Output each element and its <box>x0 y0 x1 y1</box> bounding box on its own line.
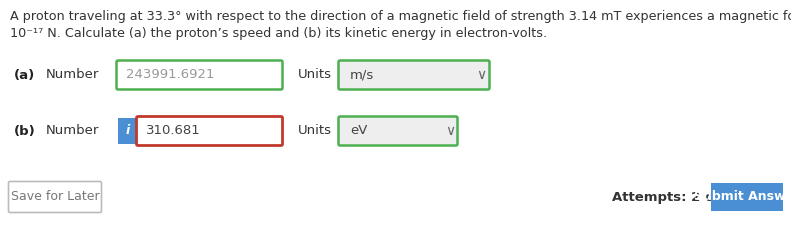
Text: Attempts: 2 of 3 used: Attempts: 2 of 3 used <box>612 191 774 204</box>
Text: 310.681: 310.681 <box>146 124 201 137</box>
FancyBboxPatch shape <box>137 117 282 146</box>
Text: Units: Units <box>298 68 332 82</box>
Text: Save for Later: Save for Later <box>11 191 100 204</box>
Text: m/s: m/s <box>350 68 374 82</box>
FancyBboxPatch shape <box>339 117 457 146</box>
Text: 243991.6921: 243991.6921 <box>126 68 214 82</box>
Text: Number: Number <box>46 68 100 82</box>
Text: (b): (b) <box>14 124 36 137</box>
Text: Units: Units <box>298 124 332 137</box>
Text: (a): (a) <box>14 68 36 82</box>
Text: ∨: ∨ <box>445 124 455 138</box>
Text: eV: eV <box>350 124 367 137</box>
FancyBboxPatch shape <box>116 60 282 90</box>
Text: A proton traveling at 33.3° with respect to the direction of a magnetic field of: A proton traveling at 33.3° with respect… <box>10 10 791 23</box>
Bar <box>711 183 783 211</box>
Text: ∨: ∨ <box>476 68 486 82</box>
Text: i: i <box>126 124 131 137</box>
Bar <box>118 118 138 144</box>
FancyBboxPatch shape <box>9 182 101 213</box>
Text: Number: Number <box>46 124 100 137</box>
Text: Submit Answer: Submit Answer <box>694 191 791 204</box>
Text: 10⁻¹⁷ N. Calculate (a) the proton’s speed and (b) its kinetic energy in electron: 10⁻¹⁷ N. Calculate (a) the proton’s spee… <box>10 27 547 40</box>
FancyBboxPatch shape <box>339 60 490 90</box>
